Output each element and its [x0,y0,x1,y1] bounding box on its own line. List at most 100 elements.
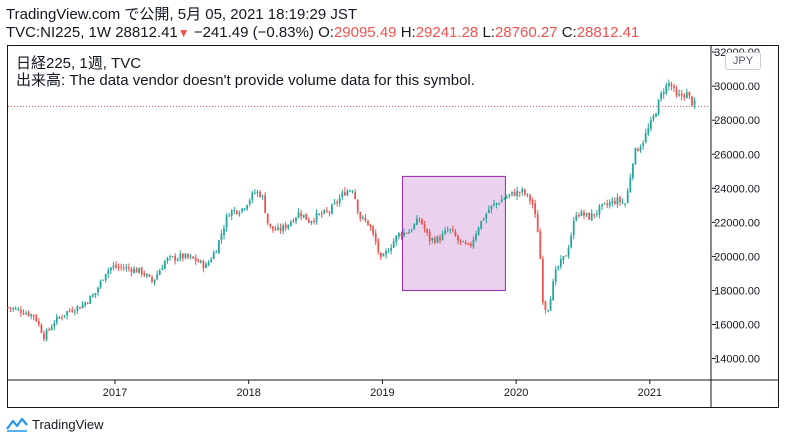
candle-body [310,221,313,223]
candle-body [608,202,611,206]
candle-body [297,212,300,218]
candle-body [469,243,472,246]
candle-body [169,256,171,258]
candle-body [634,148,637,165]
candle-body [518,191,521,193]
candle-body [133,268,135,274]
candle-body [81,304,84,308]
candle-body [464,242,467,244]
candle-body [300,213,303,217]
candle-body [305,213,308,220]
candle-body [428,231,431,242]
candle-body [433,238,436,243]
candle-body [413,223,416,230]
candle-body [279,227,282,231]
candle-body [241,208,243,212]
candle-body [454,231,457,237]
candle-body [670,84,673,87]
candle-body [336,201,339,203]
candle-body [423,224,426,230]
candle-body [343,191,346,196]
candle-body [567,248,570,256]
candle-body [313,220,315,222]
candle-body [161,268,164,271]
candle-body [215,252,218,254]
candle-body [251,192,254,200]
candle-body [369,224,372,228]
candle-body [649,120,652,129]
candle-body [125,267,128,269]
y-tick-label: 30000.00 [714,81,760,93]
candle-body [415,218,418,225]
candle-body [495,203,498,205]
low-value: 28760.27 [494,24,558,41]
tradingview-logo-icon [6,417,28,432]
currency-badge[interactable]: JPY [725,52,761,70]
candle-body [238,212,241,215]
candle-body [616,197,619,205]
candle-body [107,270,110,275]
x-tick-label: 2017 [103,387,127,399]
candle-body [341,192,344,198]
candle-body [572,221,575,236]
candle-body [205,264,207,268]
candle-body [189,256,192,258]
candle-body [678,94,681,96]
candle-body [359,212,362,219]
candle-body [295,217,297,222]
candle-body [117,266,120,268]
candle-body [652,115,655,120]
candle-body [289,221,292,226]
candle-body [163,261,166,269]
candle-body [73,311,76,313]
candle-body [22,313,25,315]
candle-body [439,237,441,241]
candle-body [583,212,585,216]
candle-body [593,213,596,216]
x-tick-label: 2021 [638,387,662,399]
close-value: 28812.41 [576,24,640,41]
candle-body [554,269,557,282]
candle-body [89,296,92,304]
candle-body [127,267,130,269]
x-tick-label: 2020 [504,387,528,399]
candle-body [472,239,475,247]
candle-body [575,215,578,221]
candle-body [508,194,511,196]
candle-body [644,133,647,143]
candle-body [475,233,477,240]
y-tick-label: 18000.00 [714,285,760,297]
candle-body [115,264,117,268]
candle-body [325,210,328,212]
candle-body [631,163,634,178]
candle-body [12,308,15,310]
candle-body [449,228,452,231]
candle-body [547,310,549,312]
chart-pane[interactable] [7,45,779,408]
candle-body [626,190,629,204]
candle-body [431,238,434,241]
candle-body [621,202,624,204]
candle-body [17,308,20,310]
candle-body [331,204,333,214]
candle-body [71,310,74,312]
candle-body [187,253,189,258]
y-tick-label: 28000.00 [714,115,760,127]
candle-body [287,224,290,229]
candle-body [657,99,660,115]
candle-body [253,192,256,194]
candle-body [667,83,670,86]
candle-body [559,259,562,267]
candle-body [284,224,287,229]
candle-body [320,213,323,215]
candle-body [390,247,393,251]
candle-body [207,262,210,265]
ohlc-header: TVC:NI225, 1W 28812.41▼ −241.49 (−0.83%)… [6,24,639,42]
candle-body [212,252,215,259]
candle-body [199,260,202,263]
candle-body [467,243,470,245]
candle-body [256,191,259,193]
candle-body [421,219,423,225]
candle-body [426,228,429,233]
